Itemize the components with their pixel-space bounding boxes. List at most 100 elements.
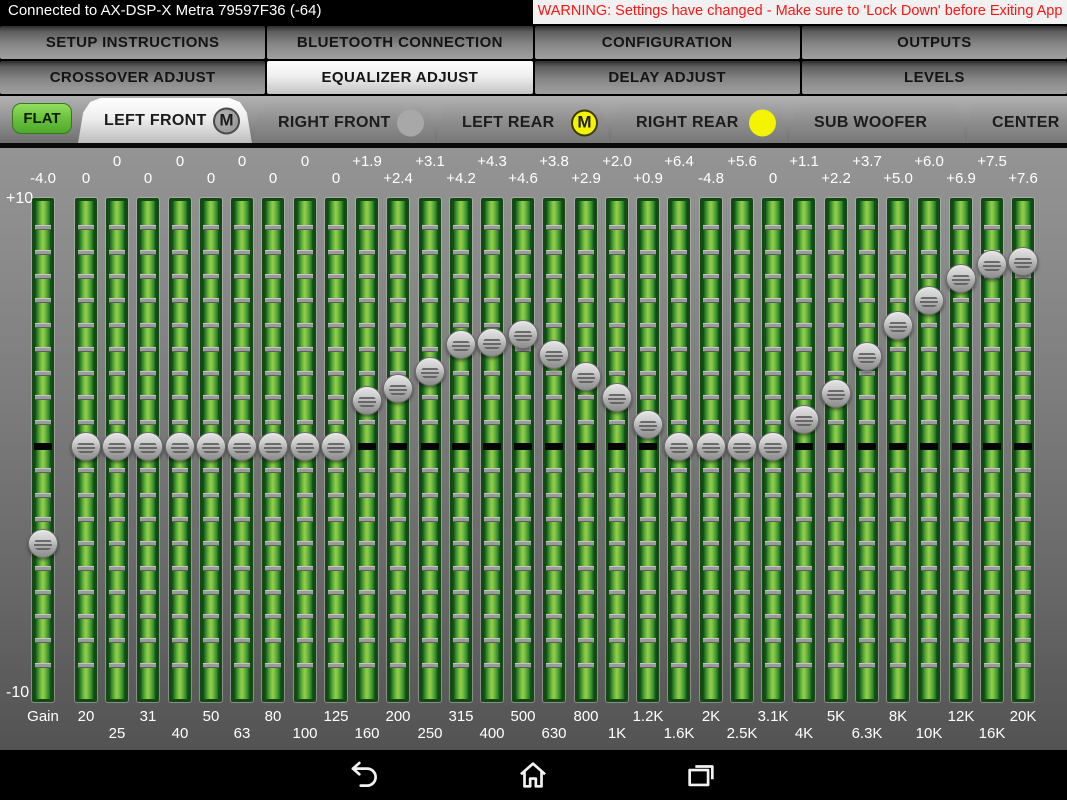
db-tick [765, 638, 781, 643]
eq-slider-track-4k[interactable] [793, 198, 815, 702]
eq-slider-track-630[interactable] [543, 198, 565, 702]
eq-slider-knob-400[interactable] [477, 328, 507, 357]
eq-slider-knob-500[interactable] [508, 320, 538, 349]
tab-setup-instructions[interactable]: SETUP INSTRUCTIONS [0, 26, 266, 59]
eq-slider-track-gain[interactable] [32, 198, 54, 702]
db-tick [515, 468, 531, 473]
eq-slider-track-160[interactable] [356, 198, 378, 702]
channel-tab-right-front[interactable]: RIGHT FRONT [252, 102, 436, 143]
tab-bluetooth-connection[interactable]: BLUETOOTH CONNECTION [267, 26, 533, 59]
db-tick [172, 420, 188, 425]
eq-slider-track-1.2k[interactable] [637, 198, 659, 702]
eq-slider-knob-25[interactable] [102, 432, 132, 461]
db-tick [109, 323, 125, 328]
db-tick [422, 323, 438, 328]
eq-slider-knob-315[interactable] [446, 330, 476, 359]
eq-slider-knob-250[interactable] [415, 357, 445, 386]
db-tick [546, 493, 562, 498]
eq-slider-track-6.3k[interactable] [856, 198, 878, 702]
eq-slider-knob-31[interactable] [133, 432, 163, 461]
channel-status-icon[interactable] [749, 109, 776, 136]
db-tick [78, 493, 94, 498]
tab-levels[interactable]: LEVELS [801, 61, 1067, 94]
channel-tab-left-rear[interactable]: LEFT REAR M [436, 102, 610, 143]
band-label-250: 250 [417, 725, 443, 742]
db-tick [422, 541, 438, 546]
db-tick [297, 395, 313, 400]
eq-slider-track-8k[interactable] [887, 198, 909, 702]
eq-slider-knob-125[interactable] [321, 432, 351, 461]
eq-slider-knob-8k[interactable] [883, 311, 913, 340]
eq-slider-knob-12k[interactable] [946, 264, 976, 293]
eq-slider-knob-630[interactable] [539, 340, 569, 369]
eq-slider-knob-200[interactable] [383, 374, 413, 403]
db-tick [109, 468, 125, 473]
eq-slider-knob-50[interactable] [196, 432, 226, 461]
channel-tab-right-rear[interactable]: RIGHT REAR [610, 102, 788, 143]
eq-slider-track-500[interactable] [512, 198, 534, 702]
eq-slider-knob-2.5k[interactable] [727, 432, 757, 461]
eq-slider-track-10k[interactable] [918, 198, 940, 702]
eq-slider-knob-5k[interactable] [821, 379, 851, 408]
eq-slider-knob-20k[interactable] [1008, 247, 1038, 276]
db-tick [35, 371, 51, 376]
db-tick [546, 566, 562, 571]
db-tick [140, 517, 156, 522]
home-button[interactable] [515, 758, 551, 792]
eq-slider-knob-100[interactable] [290, 432, 320, 461]
eq-slider-knob-160[interactable] [352, 386, 382, 415]
eq-slider-knob-40[interactable] [165, 432, 195, 461]
eq-slider-track-400[interactable] [481, 198, 503, 702]
eq-slider-knob-1k[interactable] [602, 383, 632, 412]
mute-indicator-icon[interactable]: M [571, 109, 598, 136]
eq-slider-knob-63[interactable] [227, 432, 257, 461]
eq-slider-knob-10k[interactable] [914, 286, 944, 315]
eq-slider-track-5k[interactable] [825, 198, 847, 702]
eq-slider-track-315[interactable] [450, 198, 472, 702]
channel-tab-sub-woofer[interactable]: SUB WOOFER [788, 102, 966, 143]
tab-configuration[interactable]: CONFIGURATION [534, 26, 800, 59]
eq-slider-knob-1.6k[interactable] [664, 432, 694, 461]
db-tick [953, 395, 969, 400]
eq-slider-knob-800[interactable] [571, 362, 601, 391]
eq-slider-knob-4k[interactable] [789, 405, 819, 434]
db-tick [297, 420, 313, 425]
db-tick [265, 347, 281, 352]
eq-slider-track-12k[interactable] [950, 198, 972, 702]
eq-slider-track-250[interactable] [419, 198, 441, 702]
channel-tab-center[interactable]: CENTER [966, 102, 1067, 143]
db-tick [703, 250, 719, 255]
tab-delay-adjust[interactable]: DELAY ADJUST [534, 61, 800, 94]
channel-tab-left-front[interactable]: LEFT FRONT M [78, 98, 252, 143]
channel-status-icon[interactable] [397, 109, 424, 136]
flat-button[interactable]: FLAT [12, 103, 72, 134]
tab-crossover-adjust[interactable]: CROSSOVER ADJUST [0, 61, 266, 94]
band-value-160: +1.9 [352, 153, 382, 170]
eq-slider-track-200[interactable] [387, 198, 409, 702]
db-tick [78, 371, 94, 376]
eq-slider-track-800[interactable] [575, 198, 597, 702]
eq-slider-knob-3.1k[interactable] [758, 432, 788, 461]
recents-button[interactable] [683, 758, 719, 792]
tab-equalizer-adjust[interactable]: EQUALIZER ADJUST [267, 61, 533, 94]
mute-indicator-icon[interactable]: M [213, 107, 240, 134]
eq-slider-knob-gain[interactable] [28, 529, 58, 558]
db-tick [78, 566, 94, 571]
eq-slider-track-1k[interactable] [606, 198, 628, 702]
tab-outputs[interactable]: OUTPUTS [801, 26, 1067, 59]
db-tick [203, 663, 219, 668]
db-tick [140, 663, 156, 668]
eq-slider-knob-1.2k[interactable] [633, 410, 663, 439]
eq-slider-knob-2k[interactable] [696, 432, 726, 461]
eq-slider-knob-80[interactable] [258, 432, 288, 461]
back-button[interactable] [347, 758, 383, 792]
db-tick [765, 663, 781, 668]
db-tick [609, 590, 625, 595]
eq-slider-knob-6.3k[interactable] [852, 342, 882, 371]
db-tick [359, 371, 375, 376]
db-tick [453, 274, 469, 279]
db-tick [78, 298, 94, 303]
eq-slider-knob-16k[interactable] [977, 250, 1007, 279]
eq-slider-knob-20[interactable] [71, 432, 101, 461]
db-tick [640, 250, 656, 255]
